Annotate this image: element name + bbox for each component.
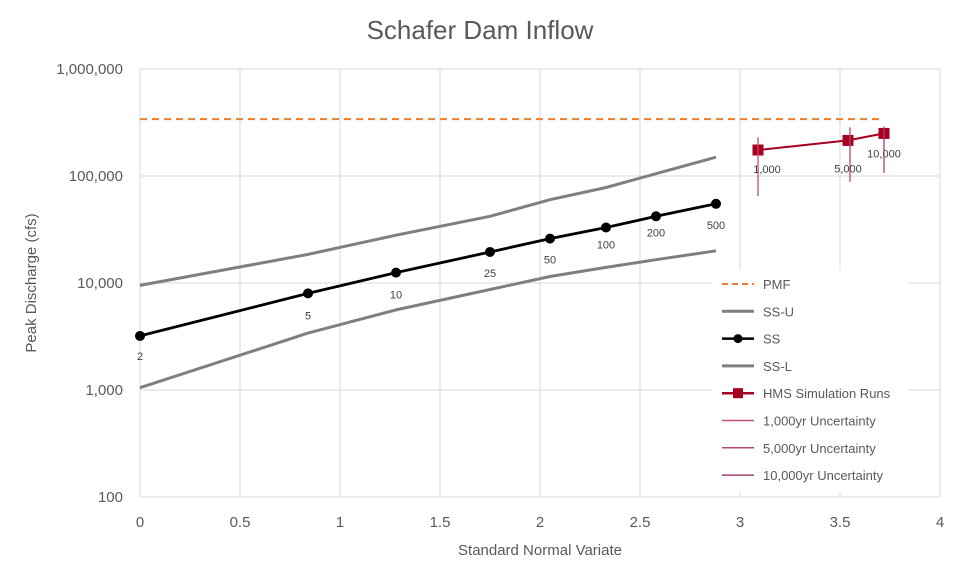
ss-point — [485, 246, 495, 257]
ss-point — [545, 233, 555, 244]
legend-label-ss: SS — [763, 332, 781, 347]
legend-marker-hms-simulation-runs — [733, 388, 743, 399]
y-tick-label: 100 — [98, 489, 123, 506]
ss-u-line — [139, 155, 717, 287]
ss-point — [651, 211, 661, 222]
hms-simulation-runs-point-label: 1,000 — [753, 164, 781, 176]
legend-label-ss-u: SS-U — [763, 304, 794, 319]
y-tick-label: 1,000 — [85, 382, 123, 399]
legend-label-pmf: PMF — [763, 277, 791, 292]
x-tick-label: 3 — [736, 514, 744, 531]
legend-label-5-000yr-uncertainty: 5,000yr Uncertainty — [763, 441, 876, 456]
legend-label-10-000yr-uncertainty: 10,000yr Uncertainty — [763, 468, 883, 483]
x-tick-label: 4 — [936, 514, 944, 531]
ss-point-label: 100 — [597, 240, 615, 252]
ss-point-label: 10 — [390, 290, 402, 302]
x-tick-label: 0 — [136, 514, 144, 531]
x-tick-label: 0.5 — [230, 514, 251, 531]
ss-point-label: 5 — [305, 310, 311, 322]
x-tick-label: 3.5 — [830, 514, 851, 531]
legend-background — [712, 270, 908, 492]
ss-point — [303, 288, 313, 299]
ss-point — [711, 198, 721, 209]
legend-marker-ss — [733, 334, 743, 344]
x-tick-label: 1.5 — [430, 514, 451, 531]
legend-label-hms-simulation-runs: HMS Simulation Runs — [763, 386, 891, 401]
x-tick-label: 2 — [536, 514, 544, 531]
ss-l-line — [139, 249, 717, 390]
hms-simulation-runs-point — [842, 134, 854, 146]
ss-point-label: 25 — [484, 268, 496, 280]
x-tick-label: 2.5 — [630, 514, 651, 531]
y-axis-label: Peak Discharge (cfs) — [23, 213, 40, 352]
axis-ticks: 0 0.5 1 1.5 2 2.5 3 3.5 4 100 1,000 10,000 100,000 1,… — [56, 61, 944, 531]
ss-line — [139, 202, 717, 338]
ss-point-label: 2 — [137, 351, 143, 363]
ss-point-label: 200 — [647, 227, 665, 239]
legend-label-ss-l: SS-L — [763, 359, 792, 374]
x-axis-label: Standard Normal Variate — [458, 542, 622, 559]
y-tick-label: 10,000 — [77, 275, 123, 292]
ss-point — [601, 222, 611, 233]
legend-label-1-000yr-uncertainty: 1,000yr Uncertainty — [763, 414, 876, 429]
ss-point — [391, 267, 401, 278]
hms-simulation-runs-point-label: 5,000 — [834, 163, 862, 175]
y-tick-label: 100,000 — [69, 168, 123, 185]
chart-title: Schafer Dam Inflow — [367, 15, 594, 45]
y-tick-label: 1,000,000 — [56, 61, 123, 78]
ss-point-label: 50 — [544, 255, 556, 267]
ss-point-label: 500 — [707, 220, 725, 232]
legend: PMF SS-U SS SS-L HMS Simulation Runs 1,000yr … — [722, 277, 891, 483]
ss-point — [135, 330, 145, 341]
x-tick-label: 1 — [336, 514, 344, 531]
